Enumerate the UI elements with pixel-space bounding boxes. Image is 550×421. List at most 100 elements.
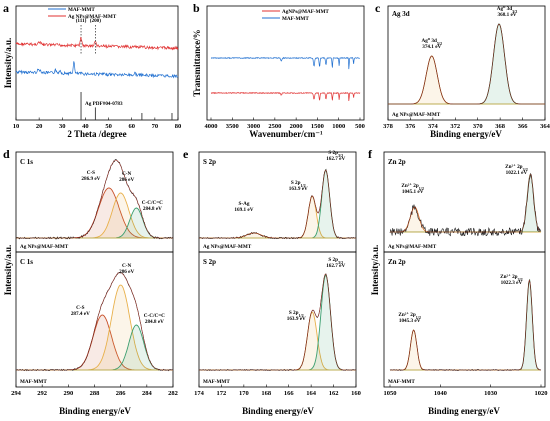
panel-a: MAF-MMT Ag NPs@MAF-MMT (111) (200) Ag PD… [3, 5, 181, 139]
xtick-label: 1050 [384, 390, 397, 397]
xps-component-peak [199, 169, 356, 239]
panel-d-xlabel: Binding energy/eV [59, 406, 131, 416]
xps-peak-value: 163.9 eV [289, 186, 308, 192]
xtick-label: 160 [351, 390, 361, 397]
panel-c-sample: Ag NPs@MAF-MMT [392, 112, 441, 118]
xtick-label: 1500 [311, 123, 324, 130]
panel-c-xlabel: Binding energy/eV [430, 129, 502, 139]
panel-a-xlabel: 2 Theta /degree [67, 129, 126, 139]
xtick-label: 290 [63, 390, 73, 397]
xps-peak-value: 286 eV [119, 269, 134, 275]
xtick-label: 1000 [332, 123, 345, 130]
panel-e: S 2p S 2p Ag NPs@MAF-MMT MAF-MMT S-Ag169… [194, 150, 361, 416]
panel-d-title-top: C 1s [20, 158, 33, 166]
xtick-label: 166 [284, 390, 295, 397]
reference-pattern [80, 92, 173, 120]
panel-f-sample-top: Ag NPs@MAF-MMT [388, 244, 437, 250]
xps-envelope-line [199, 169, 356, 239]
xtick-label: 500 [355, 123, 365, 130]
panel-a-frame [15, 5, 179, 121]
xtick-label: 60 [128, 123, 135, 130]
xps-peak-value: 286.9 eV [81, 176, 100, 182]
xtick-label: 162 [329, 390, 339, 397]
peak-label-200: (200) [90, 17, 102, 24]
legend-a-label-1: MAF-MMT [68, 7, 95, 13]
panel-f-title-bottom: Zn 2p [388, 258, 406, 266]
xtick-label: 286 [116, 390, 127, 397]
xps-peak-value: 1022.3 eV [501, 280, 523, 286]
panel-e-sample-top: Ag NPs@MAF-MMT [203, 244, 252, 250]
xtick-label: 40 [82, 123, 89, 130]
panel-e-sample-bottom: MAF-MMT [203, 379, 230, 385]
xps-component-peak [388, 55, 545, 105]
panel-e-xticks: 174 172 170 168 166 164 162 160 [194, 384, 361, 397]
xtick-label: 3500 [226, 123, 239, 130]
xps-peak-label: C-C/C=C [142, 200, 163, 206]
legend-b-label-2: MAF-MMT [282, 16, 309, 22]
xtick-label: 168 [261, 390, 272, 397]
xps-peak-value: 163.9 eV [287, 316, 306, 322]
xps-peak-value: 162.7 eV [326, 263, 345, 269]
panel-label-f: f [368, 147, 373, 161]
panel-d-ylabel: Intensity/a.u. [3, 245, 13, 296]
xps-envelope-line [199, 273, 356, 371]
xps-peak-label: S 2p3/2 [328, 150, 343, 158]
xtick-label: 364 [540, 123, 550, 130]
panel-e-xlabel: Binding energy/eV [242, 406, 314, 416]
panel-f-xlabel: Binding energy/eV [428, 406, 500, 416]
panel-d-xticks: 294 292 290 288 286 284 282 [11, 384, 178, 397]
xps-peak-label: S 2p1/2 [291, 180, 306, 188]
xps-peak-label: Ag⁰ 3d3/2 [497, 6, 518, 14]
panel-b-xticks: 4000 3500 3000 2500 2000 1500 1000 500 [205, 117, 365, 130]
xtick-label: 374 [428, 123, 439, 130]
panel-b-xlabel: Wavenumber/cm⁻¹ [249, 129, 323, 139]
xtick-label: 378 [383, 123, 394, 130]
panel-label-d: d [3, 147, 10, 161]
xtick-label: 294 [11, 390, 22, 397]
xtick-label: 172 [217, 390, 227, 397]
xps-peak-label: C-N [122, 171, 131, 177]
xps-peak-label: S-Ag [238, 201, 249, 207]
xps-raw-line [388, 23, 545, 105]
xps-peak-value: 368.1 eV [498, 12, 517, 18]
xtick-label: 372 [450, 123, 460, 130]
xtick-label: 376 [406, 123, 417, 130]
xps-peak-value: 287.4 eV [71, 311, 90, 317]
xtick-label: 288 [90, 390, 101, 397]
panel-c-frame [387, 5, 546, 121]
xps-peak-label: S 2p3/2 [328, 257, 343, 265]
xps-peak-value: 1045.1 eV [402, 189, 424, 195]
xtick-label: 30 [59, 123, 66, 130]
xtick-label: 368 [495, 123, 506, 130]
xtick-label: 164 [306, 390, 317, 397]
panel-d-title-bottom: C 1s [20, 258, 33, 266]
xps-envelope-line [390, 278, 542, 371]
panel-label-c: c [375, 1, 381, 15]
xps-envelope-line [390, 173, 542, 233]
xps-peak-value: 374.1 eV [422, 44, 441, 50]
xps-peak-value: 286 eV [119, 177, 134, 183]
xps-peak-value: 284.8 eV [143, 206, 162, 212]
xps-peak-label: Ag⁰ 3d5/2 [421, 38, 442, 46]
ftir-line-maf-mmt [210, 56, 360, 70]
xps-peak-label: Zn²⁺ 2p3/2 [500, 274, 523, 282]
xtick-label: 174 [194, 390, 205, 397]
xps-peak-value: 169.1 eV [234, 207, 253, 213]
xps-peak-value: 162.7 eV [326, 156, 345, 162]
xps-raw-line [389, 172, 542, 237]
xps-envelope-line [16, 159, 173, 239]
panel-b-ylabel: Transmittance/% [192, 29, 202, 96]
xtick-label: 2500 [268, 123, 281, 130]
panel-b: AgNPs@MAF-MMT MAF-MMT 4000 3500 3000 2500 20… [192, 5, 365, 139]
xps-envelope-line [388, 23, 545, 105]
xps-component-peak [388, 23, 545, 105]
panel-e-title-bottom: S 2p [203, 258, 216, 266]
xps-component-peak [390, 206, 541, 233]
xtick-label: 10 [13, 123, 20, 130]
